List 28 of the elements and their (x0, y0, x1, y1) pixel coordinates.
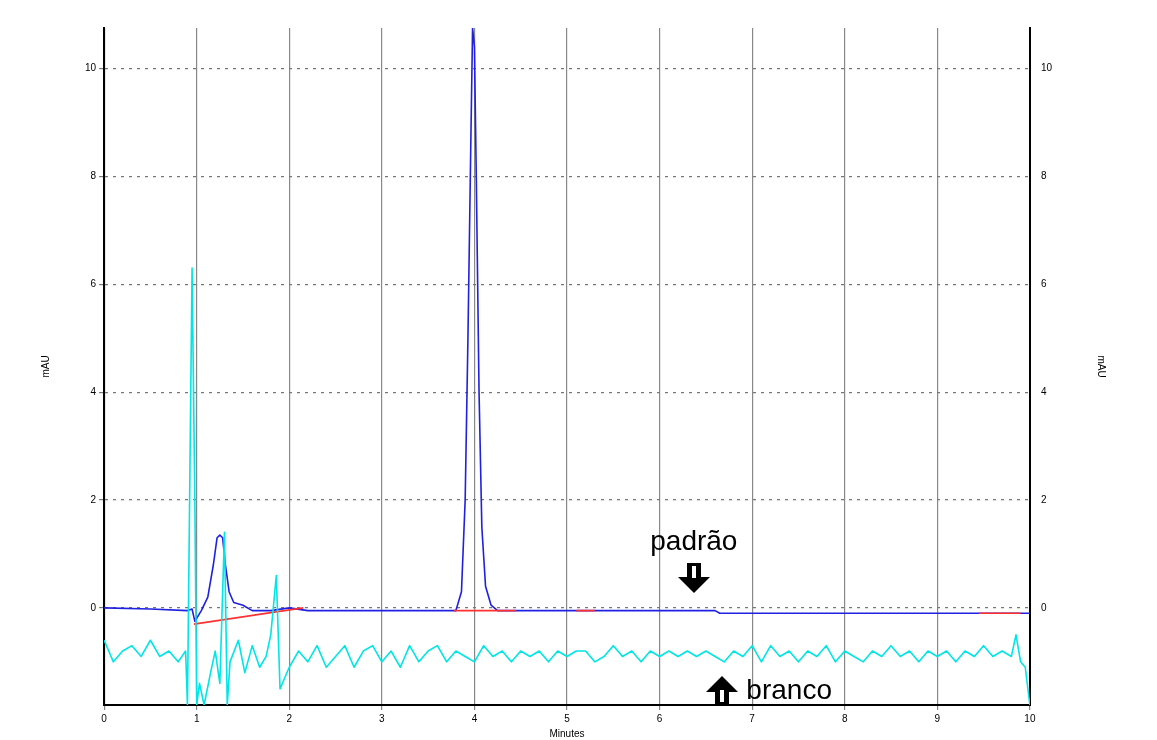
x-tick-label: 6 (656, 712, 663, 724)
y-tick-label: 10 (85, 62, 97, 74)
series-label: padrão (650, 525, 738, 557)
x-tick-label: 1 (193, 712, 200, 724)
x-tick-label: 3 (379, 712, 386, 724)
y2-axis-title: mAU (1096, 355, 1108, 378)
x-tick-label: 0 (101, 712, 108, 724)
y-tick-label: 2 (90, 493, 97, 505)
y-tick-label: 8 (90, 170, 97, 182)
y2-tick-label: 6 (1040, 277, 1047, 289)
y-tick-label: 4 (90, 385, 97, 397)
y-tick-label: 0 (90, 601, 97, 613)
x-tick-label: 7 (749, 712, 756, 724)
x-tick-label: 8 (841, 712, 848, 724)
y2-tick-label: 10 (1040, 62, 1053, 74)
x-tick-label: 4 (471, 712, 478, 724)
x-tick-label: 5 (564, 712, 571, 724)
x-axis-title: Minutes (549, 727, 585, 739)
y2-tick-label: 4 (1040, 385, 1047, 397)
x-tick-label: 2 (286, 712, 293, 724)
y2-tick-label: 2 (1040, 493, 1047, 505)
x-tick-label: 9 (934, 712, 941, 724)
y2-tick-label: 0 (1040, 601, 1047, 613)
series-label: branco (746, 673, 832, 705)
y-tick-label: 6 (90, 277, 97, 289)
y2-tick-label: 8 (1040, 170, 1047, 182)
y-axis-title: mAU (39, 355, 51, 378)
x-tick-label: 10 (1024, 712, 1036, 724)
